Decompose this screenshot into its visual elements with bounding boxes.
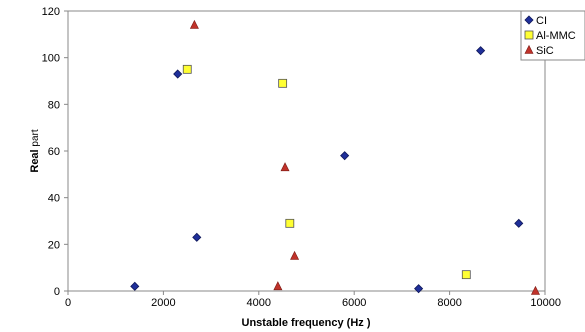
data-point-al-mmc: [182, 64, 192, 74]
y-tick-label: 120: [42, 6, 60, 18]
legend-label-sic: SiC: [536, 45, 554, 57]
data-point-ci: [514, 218, 524, 228]
legend: CI Al-MMC SiC: [520, 10, 585, 61]
y-tick-label: 0: [54, 286, 60, 298]
x-tick-label: 8000: [437, 297, 461, 309]
data-point-al-mmc: [278, 78, 288, 88]
data-point-sic: [530, 285, 540, 295]
legend-marker-sic: [524, 44, 534, 54]
data-points: [130, 19, 540, 295]
y-tick-label: 60: [48, 146, 60, 158]
y-axis-title: Real part: [29, 129, 41, 172]
data-point-ci: [173, 69, 183, 79]
plot-area: [67, 10, 546, 292]
legend-marker-al-mmc: [524, 30, 534, 40]
x-axis: 0 2000 4000 6000 8000 10000: [65, 291, 561, 309]
x-axis-title: Unstable frequency (Hz ): [242, 317, 371, 329]
data-point-sic: [280, 162, 290, 172]
data-point-al-mmc: [285, 218, 295, 228]
y-axis-title-main: Real: [29, 149, 41, 172]
legend-marker-ci: [524, 15, 534, 25]
data-point-sic: [290, 250, 300, 260]
y-tick-label: 80: [48, 99, 60, 111]
data-point-al-mmc: [461, 270, 471, 280]
data-point-ci: [192, 232, 202, 242]
y-tick-label: 40: [48, 193, 60, 205]
data-point-ci: [414, 284, 424, 294]
x-tick-label: 6000: [342, 297, 366, 309]
data-point-sic: [273, 281, 283, 291]
x-tick-label: 4000: [247, 297, 271, 309]
y-tick-label: 100: [42, 53, 60, 65]
legend-label-ci: CI: [536, 15, 547, 27]
x-tick-label: 10000: [530, 297, 561, 309]
x-tick-label: 2000: [151, 297, 175, 309]
data-point-ci: [130, 281, 140, 291]
x-tick-label: 0: [65, 297, 71, 309]
y-axis-title-suffix: part: [30, 129, 41, 149]
y-axis: 0 20 40 60 80 100 120: [42, 6, 68, 298]
data-point-ci: [476, 46, 486, 56]
data-point-ci: [340, 151, 350, 161]
data-point-sic: [189, 19, 199, 29]
legend-label-al-mmc: Al-MMC: [536, 30, 576, 42]
y-tick-label: 20: [48, 239, 60, 251]
